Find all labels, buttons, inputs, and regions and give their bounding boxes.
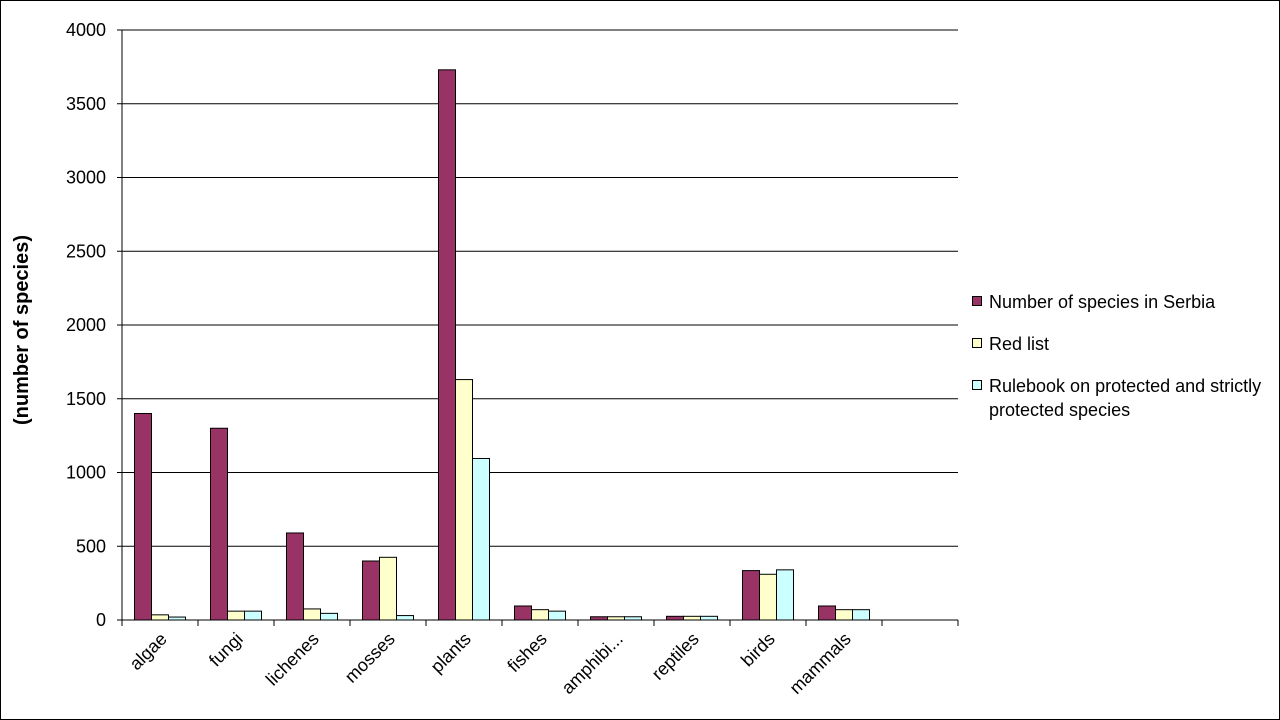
x-tick-label: plants — [427, 629, 475, 677]
bar-1-fungi — [210, 427, 228, 621]
bar-2-algae — [151, 614, 169, 621]
y-tick-label: 4000 — [66, 20, 106, 40]
bar-2-plants — [455, 379, 473, 621]
bar-1-plants — [438, 69, 456, 621]
x-tick-label: amphibi... — [557, 629, 626, 698]
x-tick-label: fungi — [205, 629, 247, 671]
bar-1-mammals — [818, 605, 836, 621]
bars — [134, 69, 870, 621]
bar-2-fishes — [531, 609, 549, 621]
x-tick-labels: algae fungi lichenes mosses plants fishes amph… — [126, 629, 855, 698]
bar-2-birds — [759, 573, 777, 621]
bar-1-mosses — [362, 560, 380, 621]
bar-1-lichenes — [286, 532, 304, 621]
legend-swatch-red-list — [972, 338, 982, 348]
y-axis-label: (number of species) — [11, 235, 33, 425]
y-tick-label: 1500 — [66, 389, 106, 409]
y-tick-label: 500 — [76, 536, 106, 556]
bar-3-birds — [776, 569, 794, 621]
x-tick-label: mosses — [341, 629, 399, 687]
x-tick-label: algae — [126, 629, 171, 674]
legend-item-rulebook: Rulebook on protected and strictly prote… — [972, 374, 1272, 422]
bar-1-algae — [134, 413, 152, 621]
y-tick-labels: 0 500 1000 1500 2000 2500 3000 3500 4000 — [66, 20, 106, 630]
legend-label-rulebook: Rulebook on protected and strictly prote… — [989, 376, 1262, 420]
y-tick-label: 3000 — [66, 168, 106, 188]
bar-3-plants — [472, 457, 490, 621]
legend-swatch-rulebook — [972, 380, 982, 390]
axes — [121, 30, 959, 626]
bar-3-mammals — [852, 609, 870, 621]
bar-3-mosses — [396, 615, 414, 621]
legend: Number of species in Serbia Red list Rul… — [972, 290, 1272, 440]
bar-2-fungi — [227, 610, 245, 621]
bar-2-reptiles — [683, 615, 701, 621]
x-tick-label: birds — [737, 629, 779, 671]
x-tick-label: fishes — [503, 629, 550, 676]
x-tick-label: reptiles — [648, 629, 703, 684]
x-tick-label: mammals — [786, 629, 855, 698]
bar-2-mammals — [835, 609, 853, 621]
legend-item-red-list: Red list — [972, 332, 1272, 356]
legend-item-serbia: Number of species in Serbia — [972, 290, 1272, 314]
legend-label-red-list: Red list — [989, 334, 1050, 354]
y-tick-label: 1000 — [66, 463, 106, 483]
gridlines — [117, 29, 958, 621]
bar-3-reptiles — [700, 615, 718, 621]
bar-3-lichenes — [320, 612, 338, 621]
bar-1-birds — [742, 570, 760, 621]
bar-1-reptiles — [666, 615, 684, 621]
bar-1-fishes — [514, 605, 532, 621]
bar-3-fishes — [548, 610, 566, 621]
y-tick-label: 3500 — [66, 94, 106, 114]
bar-2-mosses — [379, 556, 397, 621]
bar-2-lichenes — [303, 608, 321, 621]
legend-swatch-serbia — [972, 296, 982, 306]
y-tick-label: 2500 — [66, 241, 106, 261]
x-tick-label: lichenes — [262, 629, 323, 690]
legend-label-serbia: Number of species in Serbia — [989, 292, 1216, 312]
bar-3-fungi — [244, 610, 262, 621]
y-tick-label: 2000 — [66, 315, 106, 335]
y-tick-label: 0 — [96, 610, 106, 630]
